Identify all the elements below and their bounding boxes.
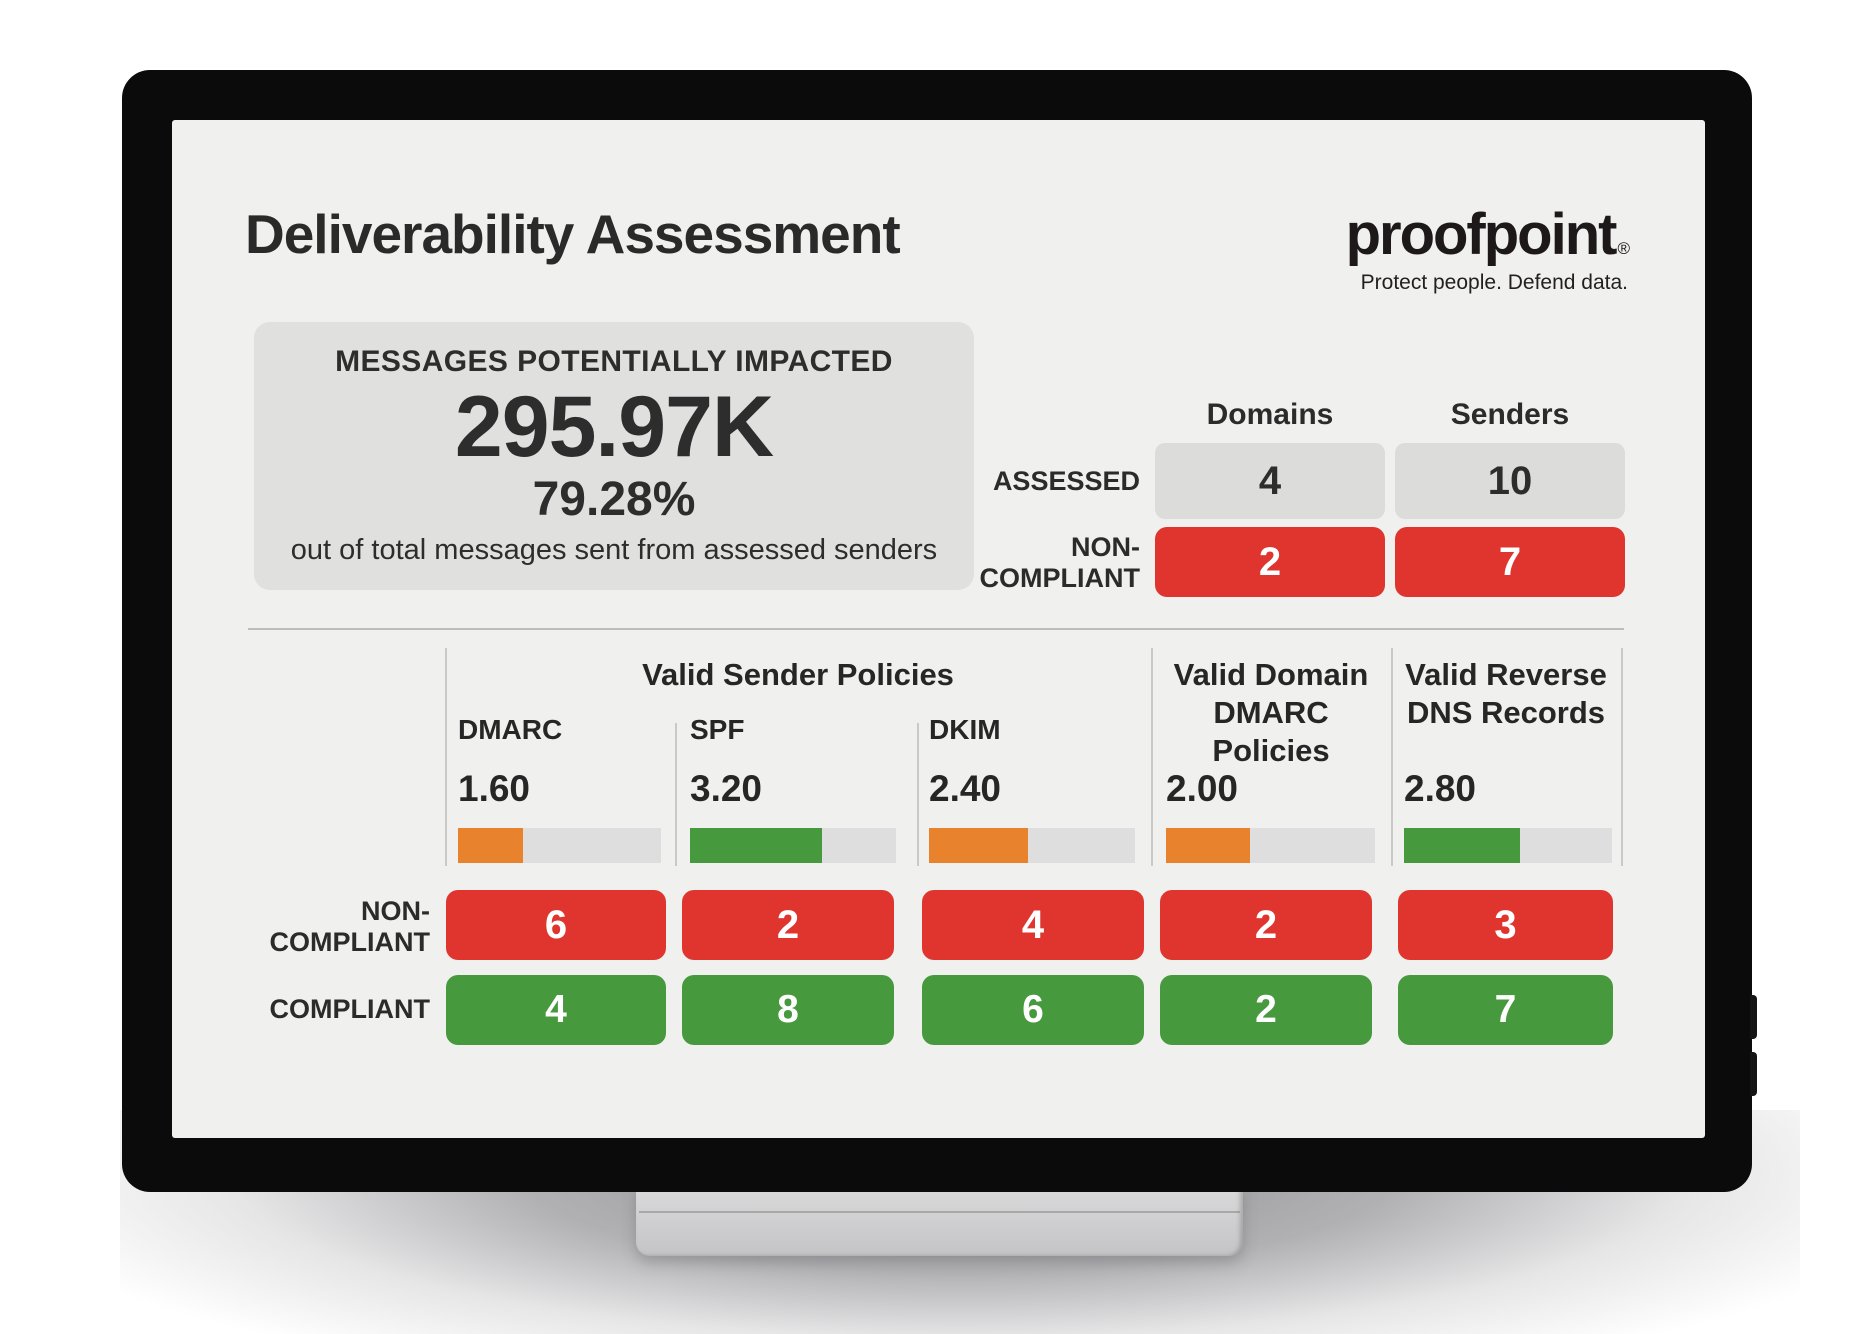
score-spf: 3.20 <box>690 768 763 809</box>
column-divider <box>445 648 447 866</box>
brand-name: proofpoint <box>1345 202 1618 267</box>
impact-caption: out of total messages sent from assessed… <box>290 533 938 566</box>
compliant-count-valid-domain-dmarc: 2 <box>1160 975 1372 1045</box>
column-header-valid-domain-dmarc-policies: Valid Domain DMARC Policies <box>1173 657 1369 768</box>
volume-button <box>1750 1052 1757 1096</box>
non-compliant-count-dmarc: 6 <box>446 890 666 960</box>
compliant-count-valid-reverse-dns: 7 <box>1398 975 1613 1045</box>
dashboard-screen: Deliverability Assessment proofpoint ® Pr… <box>172 120 1705 1138</box>
score-dkim: 2.40 <box>929 768 1002 809</box>
registered-mark-icon: ® <box>1617 239 1629 258</box>
column-label-dmarc: DMARC <box>458 714 563 745</box>
proofpoint-logo: proofpoint ® Protect people. Defend data. <box>1346 206 1630 295</box>
column-divider <box>1621 648 1623 866</box>
policies-compliant-row-label: COMPLIANT <box>269 994 430 1024</box>
monitor-stand <box>636 1186 1243 1256</box>
non-compliant-count-valid-domain-dmarc: 2 <box>1160 890 1372 960</box>
column-divider <box>675 723 677 866</box>
assessed-row-label: ASSESSED <box>992 466 1140 496</box>
assessed-domains-value: 4 <box>1155 443 1385 519</box>
score-bar-fill-valid-reverse-dns <box>1404 828 1521 863</box>
column-label-dkim: DKIM <box>929 714 1001 745</box>
score-valid-reverse-dns: 2.80 <box>1404 768 1477 809</box>
assessed-senders-value: 10 <box>1395 443 1625 519</box>
non-compliant-count-valid-reverse-dns: 3 <box>1398 890 1613 960</box>
impact-percent: 79.28% <box>532 472 696 526</box>
impact-value: 295.97K <box>454 379 774 476</box>
score-bar-spf <box>690 828 896 863</box>
non-compliant-count-spf: 2 <box>682 890 894 960</box>
page-title: Deliverability Assessment <box>245 203 901 265</box>
column-header-senders: Senders <box>1450 398 1570 431</box>
column-header-domains: Domains <box>1206 398 1334 431</box>
messages-impacted-panel: MESSAGES POTENTIALLY IMPACTED 295.97K 79… <box>254 322 974 590</box>
column-label-spf: SPF <box>690 714 745 745</box>
brand-tagline: Protect people. Defend data. <box>1360 271 1628 294</box>
non-compliant-domains-value: 2 <box>1155 527 1385 597</box>
column-header-valid-reverse-dns-records: Valid Reverse DNS Records <box>1405 657 1607 730</box>
non-compliant-row-label: NON-COMPLIANT <box>979 532 1140 594</box>
column-divider <box>1391 648 1393 866</box>
compliant-count-spf: 8 <box>682 975 894 1045</box>
score-bar-valid-reverse-dns <box>1404 828 1612 863</box>
score-bar-dmarc <box>458 828 661 863</box>
column-divider <box>1151 648 1153 866</box>
score-dmarc: 1.60 <box>458 768 531 809</box>
score-bar-fill-spf <box>690 828 822 863</box>
brand-logo-text: proofpoint ® <box>1346 206 1630 264</box>
non-compliant-count-dkim: 4 <box>922 890 1144 960</box>
column-divider <box>917 723 919 866</box>
impact-label: MESSAGES POTENTIALLY IMPACTED <box>335 345 893 379</box>
non-compliant-senders-value: 7 <box>1395 527 1625 597</box>
compliant-count-dmarc: 4 <box>446 975 666 1045</box>
power-button <box>1750 995 1757 1039</box>
policies-non-compliant-row-label: NON-COMPLIANT <box>269 896 430 958</box>
monitor-bezel: Deliverability Assessment proofpoint ® Pr… <box>122 70 1757 1192</box>
score-bar-fill-valid-domain-dmarc <box>1166 828 1250 863</box>
score-valid-domain-dmarc: 2.00 <box>1166 768 1239 809</box>
compliant-count-dkim: 6 <box>922 975 1144 1045</box>
score-bar-valid-domain-dmarc <box>1166 828 1375 863</box>
score-bar-fill-dmarc <box>458 828 523 863</box>
group-header-valid-sender-policies: Valid Sender Policies <box>642 657 954 692</box>
score-bar-dkim <box>929 828 1135 863</box>
score-bar-fill-dkim <box>929 828 1028 863</box>
section-divider <box>248 628 1624 630</box>
